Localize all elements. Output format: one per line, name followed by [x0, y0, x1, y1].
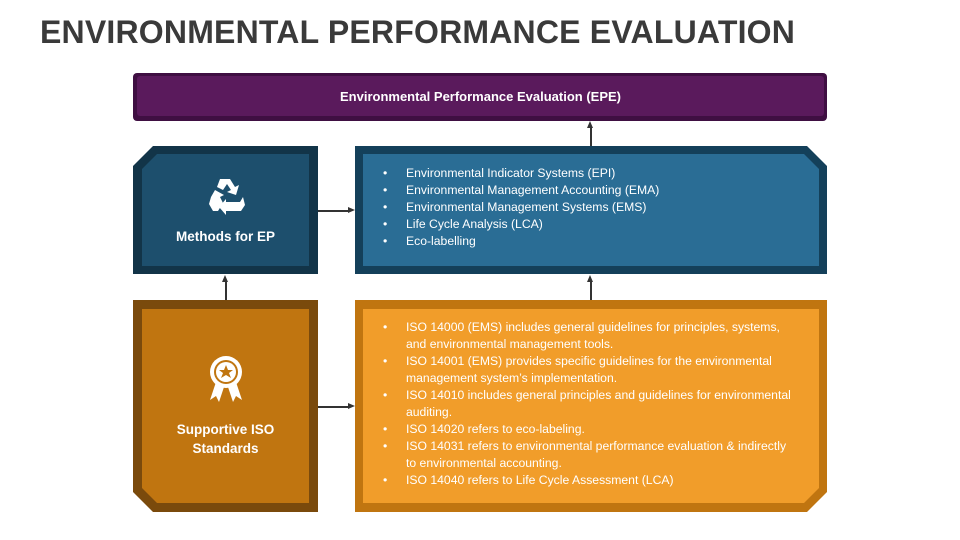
arrow-standards-to-methods	[225, 281, 227, 300]
standards-list-box: ISO 14000 (EMS) includes general guideli…	[363, 309, 819, 503]
standards-list: ISO 14000 (EMS) includes general guideli…	[363, 309, 819, 489]
list-item: ISO 14040 refers to Life Cycle Assessmen…	[363, 472, 799, 489]
standards-box: Supportive ISO Standards	[142, 309, 309, 503]
arrow-standards-to-list	[318, 406, 349, 408]
list-item: Eco-labelling	[363, 233, 819, 250]
recycle-icon	[208, 178, 245, 215]
list-item: Environmental Management Systems (EMS)	[363, 199, 819, 216]
award-ribbon-icon	[206, 354, 246, 404]
list-item: ISO 14031 refers to environmental perfor…	[363, 438, 799, 472]
epe-box: Environmental Performance Evaluation (EP…	[137, 76, 824, 116]
list-item: Life Cycle Analysis (LCA)	[363, 216, 819, 233]
methods-box: Methods for EP	[142, 154, 309, 266]
arrow-methods-to-epe	[590, 128, 592, 146]
arrowhead-icon	[222, 275, 228, 282]
arrowhead-icon	[587, 121, 593, 128]
list-item: Environmental Indicator Systems (EPI)	[363, 165, 819, 182]
page-title: ENVIRONMENTAL PERFORMANCE EVALUATION	[40, 14, 796, 50]
methods-label: Methods for EP	[175, 228, 275, 244]
list-item: ISO 14010 includes general principles an…	[363, 387, 799, 421]
arrowhead-icon	[348, 207, 355, 213]
list-item: ISO 14001 (EMS) provides specific guidel…	[363, 353, 799, 387]
standards-label: Supportive ISO Standards	[177, 420, 275, 458]
standards-label-line2: Standards	[192, 441, 259, 456]
arrow-methods-to-list	[318, 210, 349, 212]
methods-list: Environmental Indicator Systems (EPI) En…	[363, 154, 819, 250]
standards-label-line1: Supportive ISO	[176, 422, 275, 437]
list-item: Environmental Management Accounting (EMA…	[363, 182, 819, 199]
arrowhead-icon	[348, 403, 355, 409]
methods-list-box: Environmental Indicator Systems (EPI) En…	[363, 154, 819, 266]
arrowhead-icon	[587, 275, 593, 282]
list-item: ISO 14000 (EMS) includes general guideli…	[363, 319, 799, 353]
arrow-standards-list-to-methods-list	[590, 281, 592, 300]
list-item: ISO 14020 refers to eco-labeling.	[363, 421, 799, 438]
